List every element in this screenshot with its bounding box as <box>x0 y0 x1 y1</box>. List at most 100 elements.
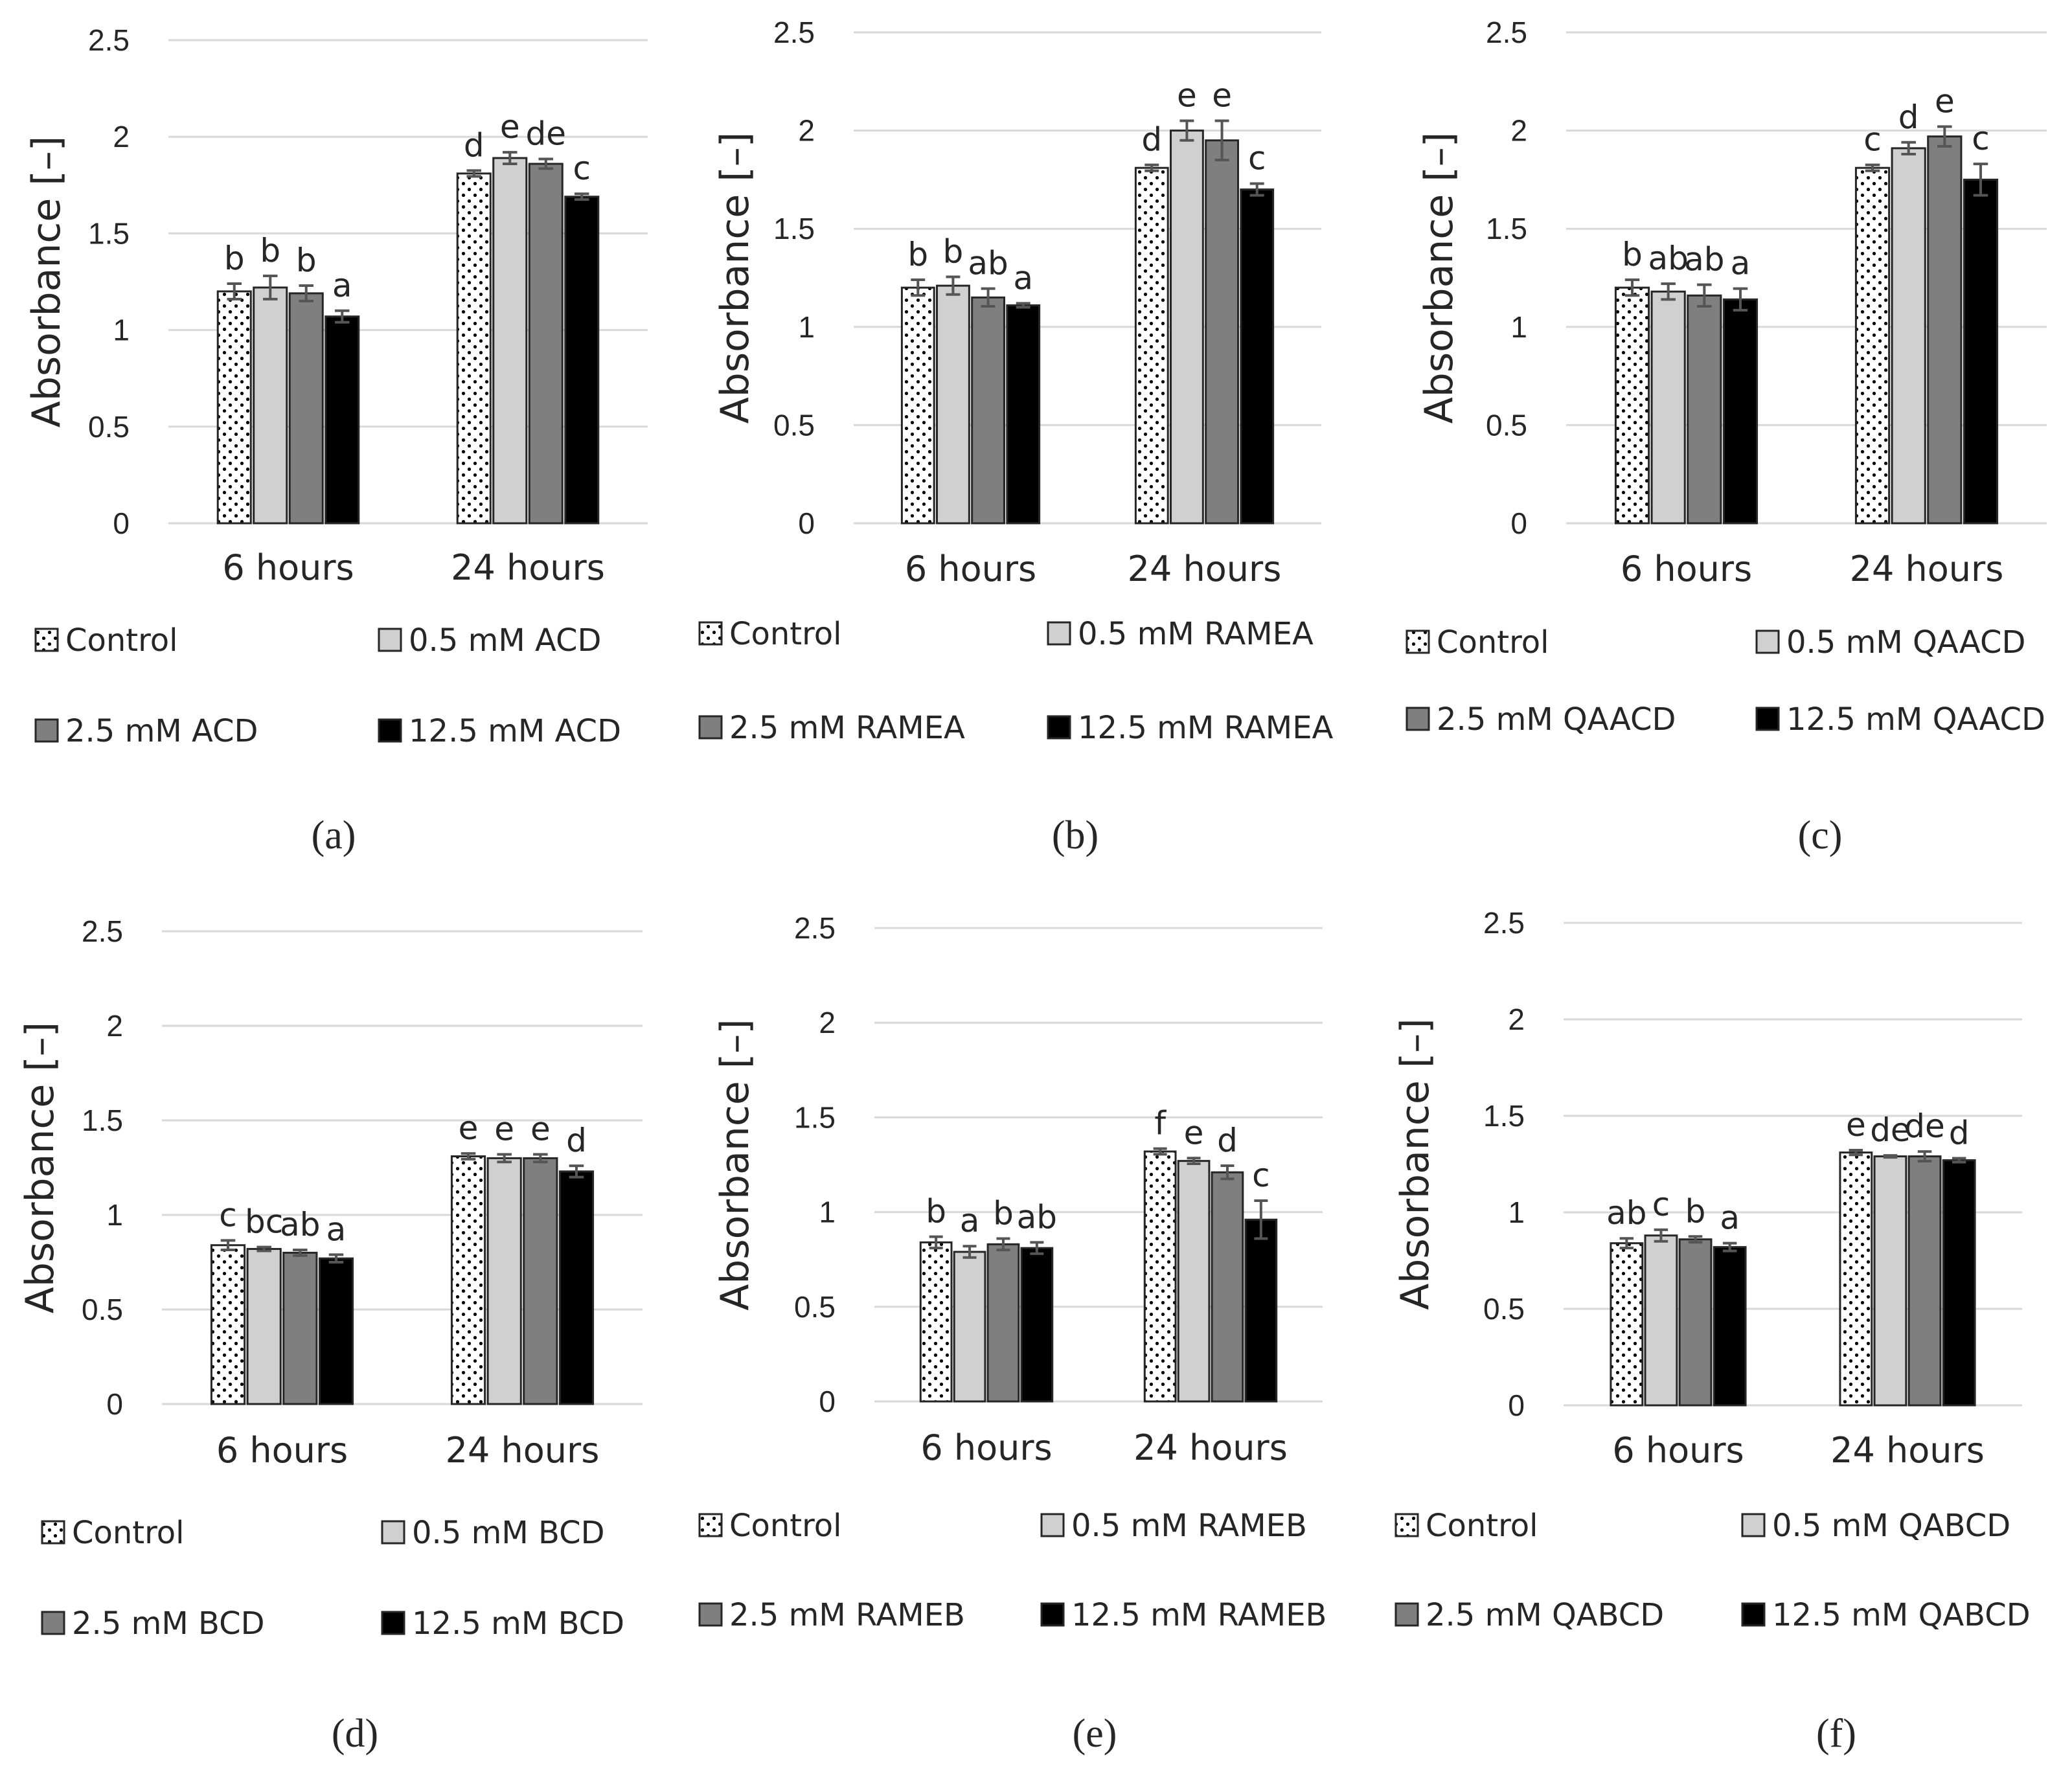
bar <box>288 292 324 525</box>
bar <box>564 196 600 525</box>
y-tick-label: 0.5 <box>82 1293 123 1326</box>
y-tick-label: 0 <box>1510 506 1527 540</box>
significance-letter: d <box>566 1122 587 1159</box>
significance-letter: e <box>1177 76 1197 114</box>
legend-label: Control <box>729 1508 842 1544</box>
y-tick-label: 0 <box>113 506 130 540</box>
legend-label: 0.5 mM BCD <box>412 1515 605 1551</box>
bar <box>558 1170 595 1405</box>
bar <box>450 1155 486 1405</box>
bar <box>1942 1159 1976 1407</box>
y-tick-label: 2 <box>1510 114 1527 148</box>
significance-letter: c <box>573 150 591 187</box>
significance-letter: b <box>224 240 245 277</box>
legend-swatch <box>41 1611 65 1635</box>
y-tick-label: 1.5 <box>794 1100 836 1134</box>
legend-swatch <box>381 1520 405 1545</box>
bar <box>971 296 1005 525</box>
y-tick-label: 1.5 <box>773 212 815 245</box>
significance-letter: ab <box>280 1206 320 1243</box>
legend-swatch <box>34 718 59 743</box>
y-tick-label: 2 <box>106 1009 123 1043</box>
y-tick-label: 0.5 <box>1486 408 1527 442</box>
legend-label: 12.5 mM QABCD <box>1772 1597 2031 1633</box>
legend-label: 12.5 mM RAMEA <box>1078 710 1334 746</box>
bar <box>1614 286 1650 525</box>
bar <box>1927 135 1963 525</box>
significance-letter: ab <box>1648 240 1688 277</box>
legend-swatch <box>698 621 723 646</box>
significance-letter: c <box>1972 120 1990 157</box>
bar <box>1644 1234 1678 1407</box>
bar <box>1854 166 1891 525</box>
bar <box>210 1244 246 1405</box>
significance-letter: ab <box>1017 1198 1057 1236</box>
significance-letter: a <box>960 1202 980 1240</box>
legend-label: Control <box>729 616 842 652</box>
significance-letter: b <box>260 232 280 269</box>
y-tick-label: 1.5 <box>88 216 130 250</box>
y-tick-label: 0.5 <box>773 408 815 442</box>
y-tick-label: 1 <box>106 1198 123 1232</box>
legend-swatch <box>1741 1513 1766 1537</box>
y-axis-label: Absorbance [–] <box>1417 132 1462 424</box>
legend-label: 2.5 mM QABCD <box>1426 1597 1664 1633</box>
significance-letter: d <box>1898 98 1919 136</box>
bar <box>986 1243 1020 1403</box>
significance-letter: e <box>1935 83 1955 120</box>
bar <box>523 1157 558 1405</box>
legend-label: Control <box>1437 624 1549 661</box>
bar <box>936 284 970 525</box>
legend-label: 0.5 mM ACD <box>409 622 602 659</box>
x-tick-label: 6 hours <box>222 547 354 588</box>
bar <box>1650 290 1686 525</box>
legend-swatch <box>1047 621 1071 646</box>
y-tick-label: 1 <box>113 313 130 347</box>
bar <box>1177 1160 1211 1403</box>
bar <box>1722 298 1759 525</box>
significance-letter: ab <box>1684 241 1724 278</box>
legend-label: 12.5 mM ACD <box>409 713 621 749</box>
y-axis-label: Absorbance [–] <box>1393 1018 1438 1309</box>
x-tick-label: 24 hours <box>1850 549 2004 589</box>
significance-letter: e <box>530 1111 551 1148</box>
bar <box>1873 1155 1907 1407</box>
bar <box>253 286 288 525</box>
y-tick-label: 2 <box>798 114 815 148</box>
significance-letter: c <box>1863 121 1882 159</box>
legend-swatch <box>1395 1602 1419 1627</box>
legend-label: 0.5 mM QABCD <box>1772 1508 2010 1544</box>
significance-letter: e <box>1846 1106 1866 1144</box>
significance-letter: e <box>1184 1114 1204 1151</box>
legend-swatch <box>1040 1513 1065 1537</box>
bar <box>1211 1171 1244 1403</box>
significance-letter: d <box>1949 1115 1970 1152</box>
y-axis-label: Absorbance [–] <box>712 132 758 424</box>
bar <box>492 157 528 525</box>
legend-swatch <box>1406 629 1430 654</box>
bar <box>1610 1242 1644 1407</box>
legend-label: 2.5 mM BCD <box>72 1605 265 1642</box>
x-tick-label: 24 hours <box>1133 1427 1288 1468</box>
legend-label: Control <box>72 1515 185 1551</box>
significance-letter: b <box>296 242 317 279</box>
significance-letter: f <box>1154 1105 1167 1142</box>
y-tick-label: 2.5 <box>1483 906 1525 940</box>
panel-label: (e) <box>1073 1712 1117 1756</box>
bar <box>953 1251 986 1403</box>
legend-swatch <box>1040 1602 1065 1627</box>
x-tick-label: 6 hours <box>920 1427 1052 1468</box>
bar <box>324 315 360 525</box>
legend-swatch <box>698 1513 723 1537</box>
bar <box>1240 188 1275 525</box>
legend-swatch <box>698 715 723 740</box>
legend-label: Control <box>1426 1508 1538 1544</box>
bar <box>528 163 564 525</box>
bar <box>1143 1150 1177 1403</box>
y-tick-label: 1 <box>819 1195 836 1229</box>
significance-letter: d <box>464 126 484 164</box>
significance-letter: a <box>1013 259 1033 297</box>
